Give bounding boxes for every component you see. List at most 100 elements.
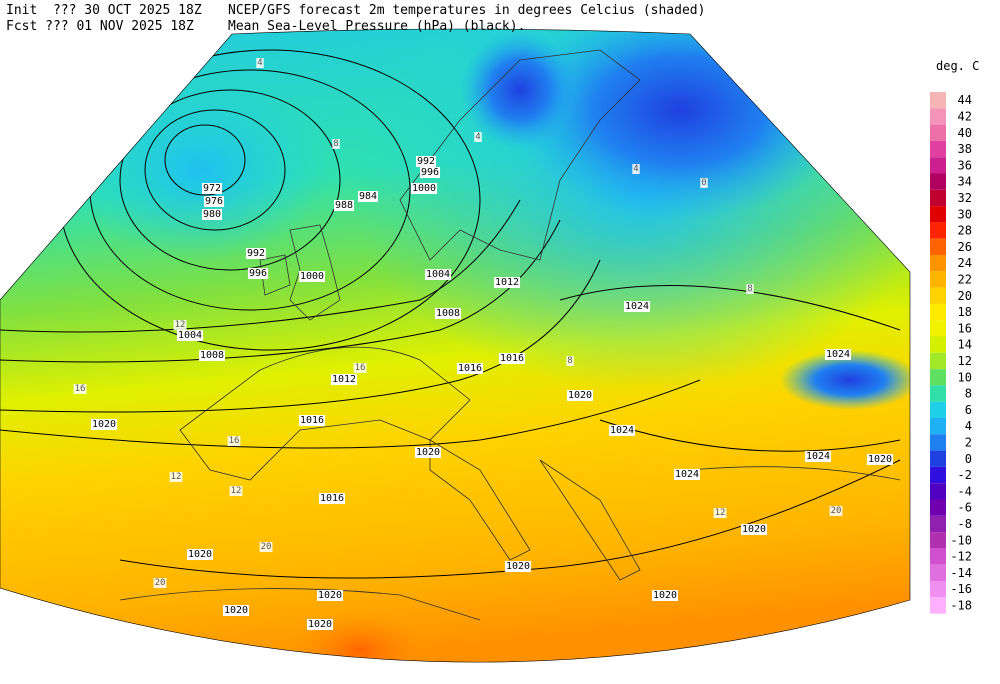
- isobar-label-box: [414, 447, 442, 458]
- isobar-label: 1000: [412, 183, 436, 194]
- isobar-label: 1016: [500, 353, 524, 364]
- legend-swatch: [930, 320, 946, 337]
- temperature-label-box: [474, 132, 482, 142]
- isobar-label: 1012: [495, 277, 519, 288]
- temperature-label-box: [713, 508, 727, 518]
- isobar-label: 1016: [320, 493, 344, 504]
- legend-label: 14: [958, 338, 972, 352]
- legend-swatch: [930, 206, 946, 223]
- temperature-label: 0: [701, 178, 706, 188]
- isobar-label-box: [415, 156, 437, 167]
- title-line-2: Mean Sea-Level Pressure (hPa) (black).: [228, 19, 525, 34]
- isobar-label: 1008: [436, 308, 460, 319]
- temperature-label-box: [227, 436, 241, 446]
- isobar-label-box: [306, 619, 334, 630]
- legend-label: -6: [958, 501, 972, 515]
- isobar-label: 1020: [416, 447, 440, 458]
- temperature-label-box: [73, 384, 87, 394]
- isobar-label-box: [866, 454, 894, 465]
- temperature-label-box: [229, 486, 243, 496]
- isobar-label-box: [419, 167, 441, 178]
- temperature-label-box: [566, 356, 574, 366]
- isobar-label: 1020: [742, 524, 766, 535]
- temperature-label: 4: [475, 132, 480, 142]
- legend-swatch: [930, 140, 946, 158]
- temperature-label-box: [746, 284, 754, 294]
- isobar-label: 1020: [318, 590, 342, 601]
- legend-label: 20: [958, 289, 972, 303]
- legend-label: 12: [958, 354, 972, 368]
- isobar-label: 984: [359, 191, 377, 202]
- legend-label: 18: [958, 305, 972, 319]
- isobar-label-box: [424, 269, 452, 280]
- temperature-label: 16: [75, 384, 86, 394]
- legend-swatch: [930, 92, 946, 109]
- legend-label: -2: [958, 468, 972, 482]
- isobar-label-box: [198, 350, 226, 361]
- coastlines: [119, 49, 901, 621]
- init-time: Init ??? 30 OCT 2025 18Z: [6, 3, 202, 18]
- temperature-label-box: [256, 58, 264, 68]
- isobar-label-box: [740, 524, 768, 535]
- isobar-label-box: [201, 183, 223, 194]
- isobar-label: 1024: [806, 451, 830, 462]
- isobar-label: 1024: [610, 425, 634, 436]
- isobar-label-box: [566, 390, 594, 401]
- legend-label: 32: [958, 191, 972, 205]
- legend-label: 28: [958, 224, 972, 238]
- isobar-label-box: [298, 271, 326, 282]
- temperature-label: 16: [229, 436, 240, 446]
- legend-swatch: [930, 303, 946, 321]
- legend-swatch: [930, 548, 946, 565]
- isobar-label: 992: [247, 248, 265, 259]
- legend-swatch: [930, 499, 946, 516]
- isobar-label-box: [651, 590, 679, 601]
- legend-label: 22: [958, 272, 972, 286]
- map-frame: [0, 28, 911, 663]
- temperature-label-box: [332, 139, 340, 149]
- temperature-label: 12: [175, 320, 186, 330]
- isobar-label-box: [504, 561, 532, 572]
- legend-label: 6: [965, 403, 972, 417]
- legend-swatch: [930, 597, 946, 614]
- isobar-label: 1020: [188, 549, 212, 560]
- title-line-1: NCEP/GFS forecast 2m temperatures in deg…: [228, 3, 705, 18]
- isobar-label-box: [804, 451, 832, 462]
- temperature-label: 8: [333, 139, 338, 149]
- isobar-label: 1024: [625, 301, 649, 312]
- temperature-label: 4: [257, 58, 262, 68]
- legend-swatch: [930, 108, 946, 125]
- legend-label: 34: [958, 175, 972, 189]
- legend-swatch: [930, 434, 946, 451]
- isobar-label-box: [318, 493, 346, 504]
- temperature-label-box: [169, 472, 183, 482]
- legend-label: 36: [958, 158, 972, 172]
- isobar-label-box: [298, 415, 326, 426]
- legend-label: -16: [950, 582, 972, 596]
- legend-swatch: [930, 287, 946, 304]
- isobar-label-box: [176, 330, 204, 341]
- isobar-label-box: [824, 349, 852, 360]
- legend-swatch: [930, 564, 946, 581]
- legend-label: 8: [965, 387, 972, 401]
- temperature-label: 12: [171, 472, 182, 482]
- isobar-label-box: [456, 363, 484, 374]
- legend-label: 44: [958, 93, 972, 107]
- temperature-label-box: [353, 363, 367, 373]
- legend-swatch: [930, 466, 946, 484]
- legend-swatch: [930, 483, 946, 500]
- isobar-label-box: [498, 353, 526, 364]
- legend-label: -18: [950, 598, 972, 612]
- legend-swatch: [930, 238, 946, 255]
- legend-swatch: [930, 581, 946, 598]
- legend-swatch: [930, 157, 946, 174]
- legend-label: -8: [958, 517, 972, 531]
- temperature-label-box: [700, 178, 708, 188]
- temperature-label-box: [632, 164, 640, 174]
- isobar-label-box: [186, 549, 214, 560]
- isobar-label: 1020: [868, 454, 892, 465]
- isobar-label: 1016: [458, 363, 482, 374]
- isobar-label-box: [333, 200, 355, 211]
- legend-label: 40: [958, 126, 972, 140]
- legend-swatch: [930, 336, 946, 353]
